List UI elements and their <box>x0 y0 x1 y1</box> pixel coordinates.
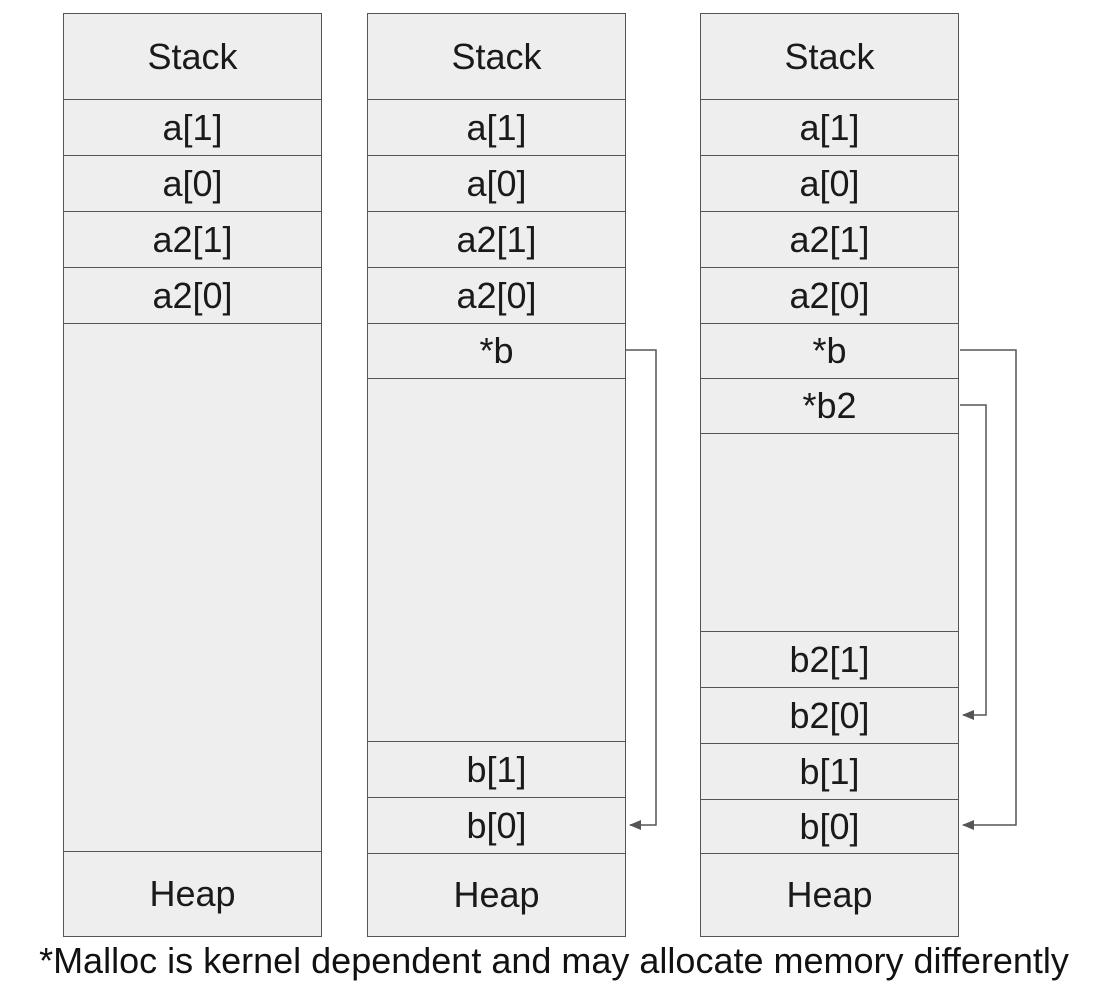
heap-cell: Heap <box>64 851 321 935</box>
cell-a2-0: a2[0] <box>701 268 958 324</box>
memory-column-1: Stack a[1] a[0] a2[1] a2[0] Heap <box>63 13 322 937</box>
memory-column-3: Stack a[1] a[0] a2[1] a2[0] *b *b2 b2[1]… <box>700 13 959 937</box>
cell-b1: b[1] <box>368 741 625 797</box>
cell-b1: b[1] <box>701 743 958 799</box>
cell-pointer-b2: *b2 <box>701 379 958 434</box>
cell-a2-0: a2[0] <box>64 268 321 324</box>
cell-a1: a[1] <box>64 100 321 156</box>
stack-cell: Stack <box>64 14 321 100</box>
cell-a0: a[0] <box>64 156 321 212</box>
cell-a2-1: a2[1] <box>368 212 625 268</box>
cell-a2-1: a2[1] <box>701 212 958 268</box>
stack-cell: Stack <box>701 14 958 100</box>
cell-a1: a[1] <box>701 100 958 156</box>
arrow-b2-to-b2-0-col3 <box>960 404 987 720</box>
footnote: *Malloc is kernel dependent and may allo… <box>39 940 1069 981</box>
cell-b0: b[0] <box>701 799 958 853</box>
cell-a2-0: a2[0] <box>368 268 625 324</box>
cell-a2-1: a2[1] <box>64 212 321 268</box>
cell-a1: a[1] <box>368 100 625 156</box>
cell-pointer-b: *b <box>368 324 625 379</box>
cell-a0: a[0] <box>701 156 958 212</box>
heap-cell: Heap <box>701 853 958 935</box>
cell-a0: a[0] <box>368 156 625 212</box>
cell-b2-0: b2[0] <box>701 687 958 743</box>
heap-cell: Heap <box>368 853 625 935</box>
cell-b0: b[0] <box>368 797 625 853</box>
cell-b2-1: b2[1] <box>701 631 958 687</box>
stack-cell: Stack <box>368 14 625 100</box>
cell-pointer-b: *b <box>701 324 958 379</box>
memory-column-2: Stack a[1] a[0] a2[1] a2[0] *b b[1] b[0]… <box>367 13 626 937</box>
arrow-b-to-b0-col2 <box>626 349 657 830</box>
arrow-b-to-b0-col3 <box>960 349 1017 830</box>
